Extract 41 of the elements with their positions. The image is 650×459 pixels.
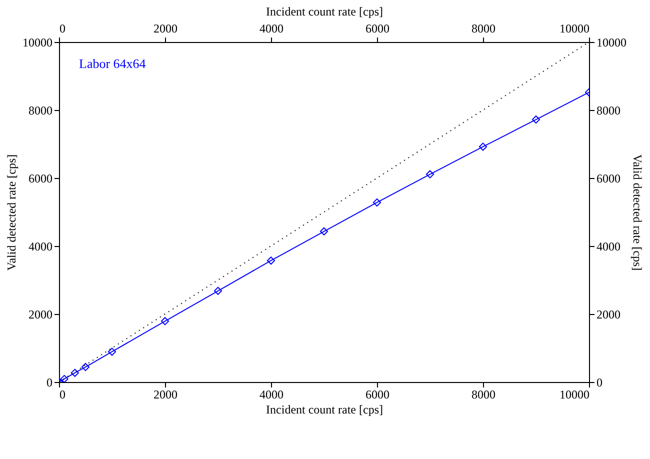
point [426,170,434,178]
y2-tick-label: 6000 [596,172,620,186]
point [60,374,68,382]
x2-tick-label: 10000 [560,22,590,36]
y-tick-label: 6000 [28,172,52,186]
y2-tick-label: 0 [596,376,602,390]
x2-tick-label: 6000 [366,22,390,36]
x-tick-label: 8000 [472,388,496,402]
point [70,368,79,377]
y-tick-label: 4000 [28,240,52,254]
y-tick-label: 2000 [28,308,52,322]
point [372,198,382,207]
y2-tick-label: 10000 [596,36,626,50]
x-tick-label: 0 [60,388,66,402]
y-tick-label: 0 [46,376,52,390]
x2-tick-label: 8000 [472,22,496,36]
x-axis-title: Incident count rate [cps] [266,402,383,416]
y2-tick-label: 2000 [596,308,620,322]
y2-axis-title: Valid detected rate [cps] [630,154,644,271]
x-tick-label: 4000 [260,388,284,402]
text: Labor 64x64 [79,56,146,71]
x2-tick-label: 4000 [260,22,284,36]
point [160,317,170,326]
x-tick-label: 10000 [560,388,590,402]
x2-tick-label: 2000 [154,22,178,36]
point [266,256,276,265]
x2-tick-label: 0 [60,22,66,36]
y-axis-title: Valid detected rate [cps] [4,154,18,271]
y-tick-label: 8000 [28,104,52,118]
x2-axis-title: Incident count rate [cps] [266,4,383,18]
point [478,142,488,151]
x-tick-label: 6000 [366,388,390,402]
point [108,348,116,356]
y2-tick-label: 8000 [596,104,620,118]
point [214,286,222,295]
x-tick-label: 2000 [154,388,178,402]
point [532,115,540,124]
y2-tick-label: 4000 [596,240,620,254]
point [320,227,328,236]
point [81,363,90,372]
y-tick-label: 10000 [22,36,52,50]
